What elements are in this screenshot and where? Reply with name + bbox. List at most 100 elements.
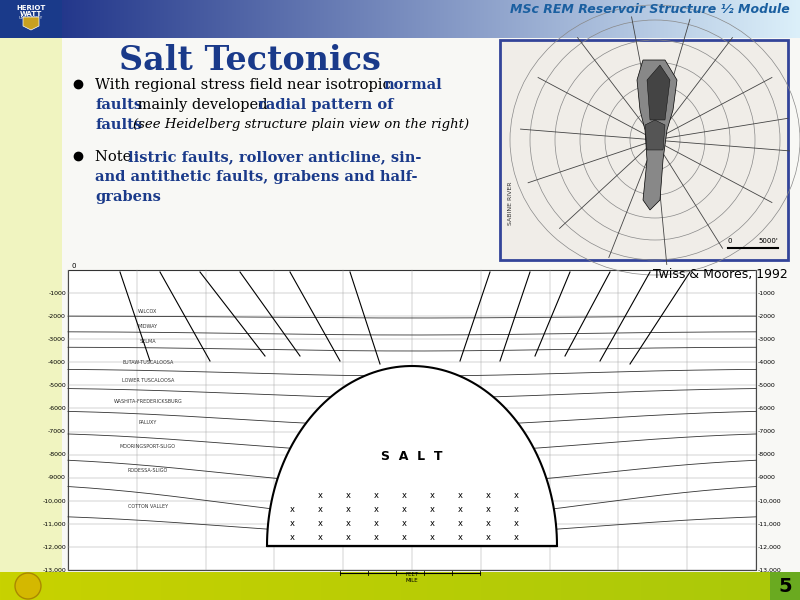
Bar — [347, 572, 348, 600]
Bar — [56, 572, 57, 600]
Bar — [131, 0, 132, 38]
Bar — [754, 572, 755, 600]
Bar — [446, 0, 447, 38]
Bar — [297, 0, 298, 38]
Bar — [394, 572, 395, 600]
Text: PALUXY: PALUXY — [139, 420, 157, 425]
Bar — [78, 0, 79, 38]
Bar — [172, 0, 173, 38]
Bar — [713, 572, 714, 600]
Bar — [290, 0, 291, 38]
Bar — [421, 572, 422, 600]
Bar — [125, 0, 126, 38]
Bar — [530, 0, 531, 38]
Bar — [114, 0, 115, 38]
Bar — [649, 0, 650, 38]
Bar — [165, 572, 166, 600]
Bar — [762, 572, 763, 600]
Bar — [680, 0, 681, 38]
Bar — [544, 572, 545, 600]
Bar — [263, 0, 264, 38]
Bar — [628, 0, 629, 38]
Bar — [272, 572, 273, 600]
Bar — [770, 572, 771, 600]
Bar — [577, 0, 578, 38]
Bar — [374, 0, 375, 38]
Bar — [657, 572, 658, 600]
Bar — [328, 0, 329, 38]
Bar — [715, 572, 716, 600]
Bar — [163, 0, 164, 38]
Bar — [338, 0, 339, 38]
Bar — [694, 0, 695, 38]
Bar — [188, 0, 189, 38]
Bar — [300, 572, 301, 600]
Bar — [262, 572, 263, 600]
Bar — [768, 0, 769, 38]
Bar — [426, 0, 427, 38]
Bar — [777, 572, 778, 600]
Bar — [151, 0, 152, 38]
Bar — [2, 572, 3, 600]
Text: x: x — [514, 533, 518, 542]
Bar — [349, 0, 350, 38]
Bar — [570, 0, 571, 38]
Bar — [435, 0, 436, 38]
Bar — [503, 0, 504, 38]
Bar — [522, 572, 523, 600]
Text: x: x — [486, 505, 490, 514]
Bar — [231, 572, 232, 600]
Bar — [275, 0, 276, 38]
Bar — [278, 0, 279, 38]
Bar — [593, 572, 594, 600]
Bar — [294, 0, 295, 38]
Bar — [575, 572, 576, 600]
Bar — [554, 572, 555, 600]
Bar — [183, 572, 184, 600]
Bar — [358, 572, 359, 600]
Bar — [369, 572, 370, 600]
Bar — [799, 572, 800, 600]
Bar — [773, 572, 774, 600]
Bar — [527, 0, 528, 38]
Bar — [545, 572, 546, 600]
Bar — [357, 0, 358, 38]
Bar — [664, 0, 665, 38]
Bar — [284, 0, 285, 38]
Bar — [367, 572, 368, 600]
Bar — [81, 572, 82, 600]
Bar — [533, 0, 534, 38]
Bar — [560, 572, 561, 600]
Bar — [310, 0, 311, 38]
Bar — [717, 0, 718, 38]
Bar — [144, 572, 145, 600]
Bar — [579, 0, 580, 38]
Bar — [197, 0, 198, 38]
Bar — [200, 572, 201, 600]
Bar — [726, 0, 727, 38]
Bar — [109, 0, 110, 38]
Bar — [349, 572, 350, 600]
Bar — [695, 0, 696, 38]
Bar — [115, 0, 116, 38]
Bar — [377, 0, 378, 38]
Bar — [789, 572, 790, 600]
Bar — [245, 572, 246, 600]
Bar — [546, 572, 547, 600]
Bar — [527, 572, 528, 600]
Bar — [308, 572, 309, 600]
Bar — [691, 572, 692, 600]
Bar — [361, 572, 362, 600]
Bar — [576, 0, 577, 38]
Bar — [737, 572, 738, 600]
Bar — [523, 572, 524, 600]
Bar — [301, 572, 302, 600]
Bar — [423, 0, 424, 38]
Bar — [236, 0, 237, 38]
Bar — [591, 0, 592, 38]
Bar — [316, 572, 317, 600]
Bar — [418, 572, 419, 600]
Bar — [506, 0, 507, 38]
Bar — [721, 572, 722, 600]
Bar — [588, 572, 589, 600]
